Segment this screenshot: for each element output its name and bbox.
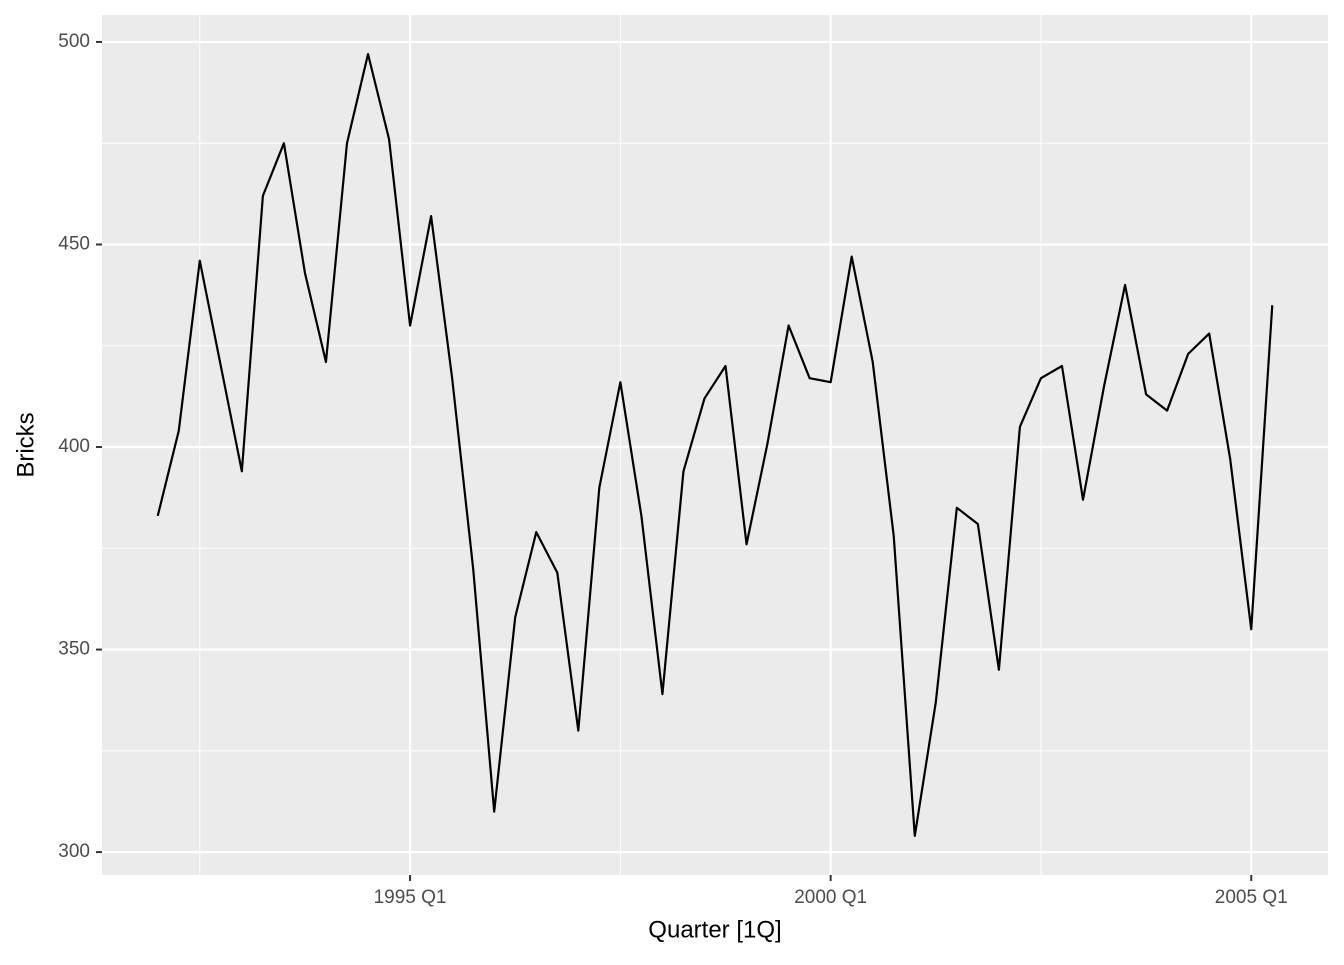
y-axis-title: Bricks	[12, 412, 39, 477]
panel	[102, 15, 1328, 875]
y-tick-label: 400	[58, 436, 90, 457]
x-tick-label: 2000 Q1	[794, 887, 867, 908]
x-tick-label: 2005 Q1	[1215, 887, 1288, 908]
y-tick-label: 450	[58, 233, 90, 254]
x-axis-title: Quarter [1Q]	[648, 916, 781, 943]
x-tick-label: 1995 Q1	[374, 887, 447, 908]
y-tick-label: 350	[58, 639, 90, 660]
y-tick-label: 300	[58, 841, 90, 862]
y-tick-label: 500	[58, 31, 90, 52]
data-line	[156, 52, 1274, 838]
